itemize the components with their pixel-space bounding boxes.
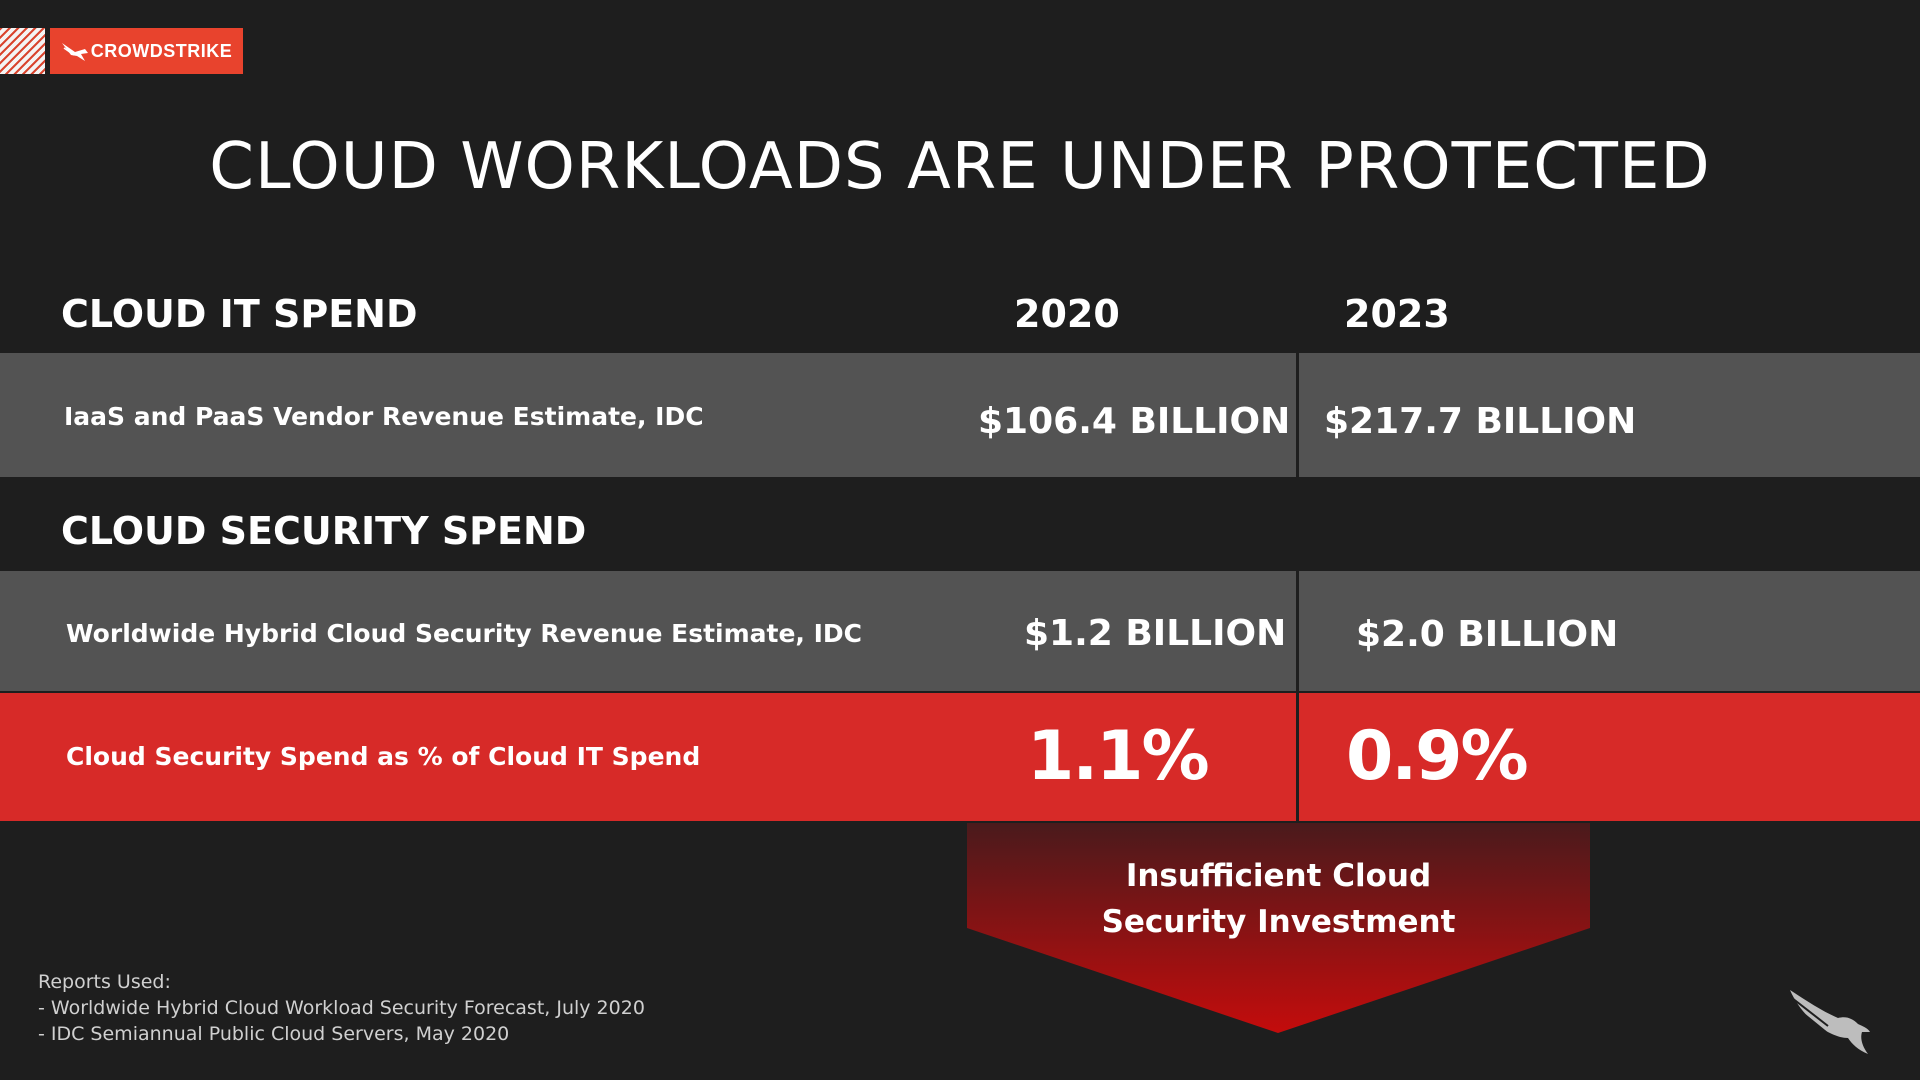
ratio-2023-value: 0.9%	[1346, 717, 1529, 796]
year-2023-header: 2023	[1344, 292, 1450, 336]
report-item: - IDC Semiannual Public Cloud Servers, M…	[38, 1023, 510, 1045]
callout-line-1: Insufficient Cloud	[1125, 858, 1432, 894]
cloud-security-row-label: Worldwide Hybrid Cloud Security Revenue …	[66, 619, 863, 648]
cloud-it-row-label: IaaS and PaaS Vendor Revenue Estimate, I…	[64, 402, 704, 431]
report-item: - Worldwide Hybrid Cloud Workload Securi…	[38, 997, 645, 1019]
ratio-row-label: Cloud Security Spend as % of Cloud IT Sp…	[66, 742, 701, 771]
brand-name: CROWDSTRIKE	[90, 40, 233, 61]
cloud-it-spend-heading: CLOUD IT SPEND	[61, 292, 418, 336]
column-divider	[1296, 353, 1299, 477]
column-divider	[1296, 571, 1299, 691]
page-title: CLOUD WORKLOADS ARE UNDER PROTECTED	[209, 130, 1711, 204]
reports-heading: Reports Used:	[38, 971, 171, 993]
callout-text: Insufficient Cloud Security Investment	[967, 853, 1590, 945]
year-2020-header: 2020	[1014, 292, 1120, 336]
crowdstrike-logo: CROWDSTRIKE	[50, 28, 243, 74]
cloud-security-2023-value: $2.0 BILLION	[1356, 614, 1619, 655]
cloud-it-row	[0, 353, 1920, 477]
logo-hatch-decoration	[0, 28, 45, 74]
cloud-security-spend-heading: CLOUD SECURITY SPEND	[61, 509, 587, 553]
column-divider	[1296, 693, 1299, 821]
cloud-security-row	[0, 571, 1920, 691]
falcon-watermark-icon	[1790, 990, 1870, 1054]
callout-line-2: Security Investment	[1101, 904, 1456, 940]
callout-arrow	[967, 823, 1590, 1033]
cloud-it-2020-value: $106.4 BILLION	[978, 401, 1291, 442]
falcon-icon	[61, 43, 88, 61]
ratio-2020-value: 1.1%	[1027, 717, 1210, 796]
cloud-security-2020-value: $1.2 BILLION	[1024, 613, 1287, 654]
reports-footnote: Reports Used: - Worldwide Hybrid Cloud W…	[38, 969, 645, 1047]
cloud-it-2023-value: $217.7 BILLION	[1324, 401, 1637, 442]
ratio-row	[0, 693, 1920, 821]
